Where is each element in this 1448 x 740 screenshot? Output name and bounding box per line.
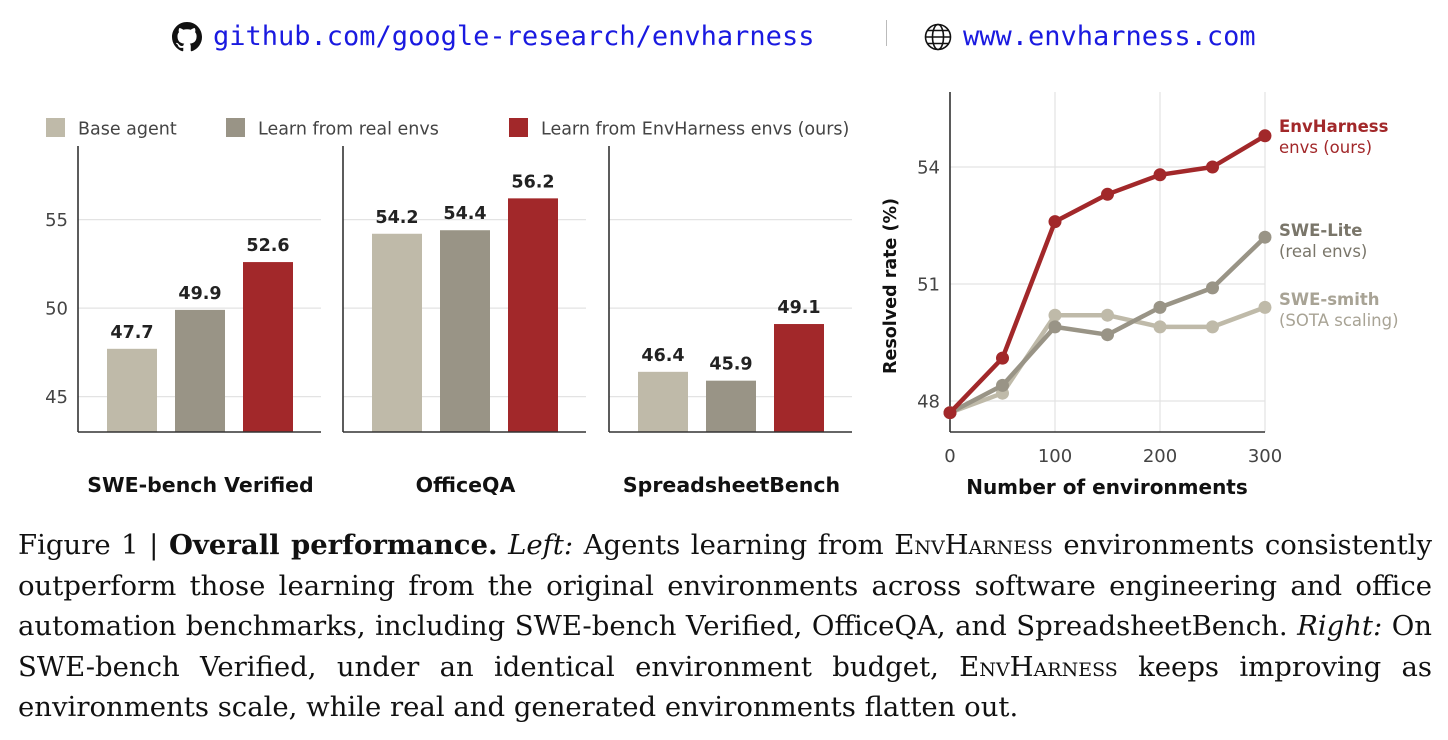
caption-text-4: keeps improving as environments scale, w… <box>18 650 1432 724</box>
data-point <box>943 406 957 420</box>
x-tick-label: 200 <box>1143 446 1177 467</box>
bar <box>243 262 293 432</box>
bar <box>372 233 422 432</box>
line-chart: 0 100 200 300 48 51 54 Number of environments Re… <box>881 92 1399 499</box>
caption-envharness-1: EnvHarness <box>894 529 1053 561</box>
y-tick-label: 55 <box>45 210 68 231</box>
x-tick-label: 100 <box>1038 446 1072 467</box>
panel-title: SpreadsheetBench <box>623 473 840 497</box>
caption-text-1: Agents learning from <box>573 529 895 561</box>
data-label: 45.9 <box>709 355 752 375</box>
header-links: github.com/google-research/envharness ww… <box>0 14 1448 60</box>
legend-swatch <box>226 118 245 137</box>
data-label: 49.9 <box>178 284 221 304</box>
bar <box>440 230 490 432</box>
panel-title: SWE-bench Verified <box>87 473 314 497</box>
caption-left-label: Left: <box>508 529 574 561</box>
figure-caption: Figure 1 | Overall performance. Left: Ag… <box>18 525 1432 728</box>
bar <box>706 380 756 432</box>
bar <box>508 198 558 432</box>
caption-text-3: On SWE-bench Verified, under an identica… <box>18 610 1432 683</box>
data-point <box>1206 160 1219 174</box>
x-axis-label: Number of environments <box>966 475 1248 499</box>
data-label: 56.2 <box>511 172 554 192</box>
github-icon[interactable] <box>172 22 202 52</box>
data-point <box>1048 215 1062 229</box>
y-tick-label: 54 <box>917 158 940 179</box>
legend-label: Learn from EnvHarness envs (ours) <box>541 120 849 140</box>
data-point <box>1153 320 1167 334</box>
bar <box>175 309 225 432</box>
y-tick-label: 50 <box>45 299 68 320</box>
website-link[interactable]: www.envharness.com <box>963 21 1256 52</box>
legend-label: Learn from real envs <box>258 120 439 140</box>
data-point <box>1258 129 1272 143</box>
legend-swatch <box>509 118 528 137</box>
caption-bold: Overall performance. <box>168 529 498 561</box>
bar <box>638 371 688 432</box>
data-label: 47.7 <box>110 323 153 343</box>
caption-right-label: Right: <box>1297 610 1383 642</box>
y-tick-label: 45 <box>45 387 68 408</box>
series-sublabel: (real envs) <box>1279 242 1367 261</box>
data-point <box>996 378 1009 392</box>
data-point <box>1101 328 1114 342</box>
data-point <box>1206 320 1219 334</box>
legend-label: Base agent <box>78 120 177 140</box>
caption-label: Figure 1 | <box>18 529 169 561</box>
series-sublabel: envs (ours) <box>1279 138 1372 157</box>
data-point <box>1258 230 1272 244</box>
data-point <box>1258 300 1272 314</box>
data-label: 54.4 <box>443 204 486 224</box>
series-label: EnvHarness <box>1279 117 1389 136</box>
figure: Base agent Learn from real envs Learn from… <box>45 92 1399 499</box>
series-label: SWE-Lite <box>1279 221 1362 240</box>
data-label: 52.6 <box>246 236 289 256</box>
data-label: 54.2 <box>375 208 418 228</box>
panel-title: OfficeQA <box>416 473 516 497</box>
data-point <box>1101 308 1114 322</box>
x-tick-label: 0 <box>944 446 955 467</box>
bar <box>107 348 157 432</box>
bar <box>774 324 824 432</box>
legend-swatch <box>46 118 65 137</box>
series-sublabel: (SOTA scaling) <box>1279 311 1399 330</box>
y-axis-label: Resolved rate (%) <box>881 198 901 374</box>
y-tick-label: 48 <box>917 392 940 413</box>
x-tick-label: 300 <box>1248 446 1282 467</box>
github-link[interactable]: github.com/google-research/envharness <box>213 21 815 52</box>
data-point <box>1206 281 1219 295</box>
caption-text-2: environments consistently outperform tho… <box>18 529 1432 642</box>
series-line <box>947 133 1268 415</box>
data-label: 46.4 <box>641 346 684 366</box>
data-point <box>1048 320 1062 334</box>
y-tick-label: 51 <box>917 275 940 296</box>
data-point <box>1153 300 1167 314</box>
header-separator <box>886 20 887 46</box>
data-point <box>1153 168 1167 182</box>
caption-envharness-2: EnvHarness <box>959 650 1118 683</box>
data-point <box>1048 308 1062 322</box>
data-point <box>996 351 1009 365</box>
globe-icon[interactable] <box>923 22 953 52</box>
series-label: SWE-smith <box>1279 290 1380 309</box>
bar-charts: Base agent Learn from real envs Learn from… <box>45 118 852 497</box>
data-label: 49.1 <box>777 298 820 318</box>
data-point <box>1101 187 1114 201</box>
